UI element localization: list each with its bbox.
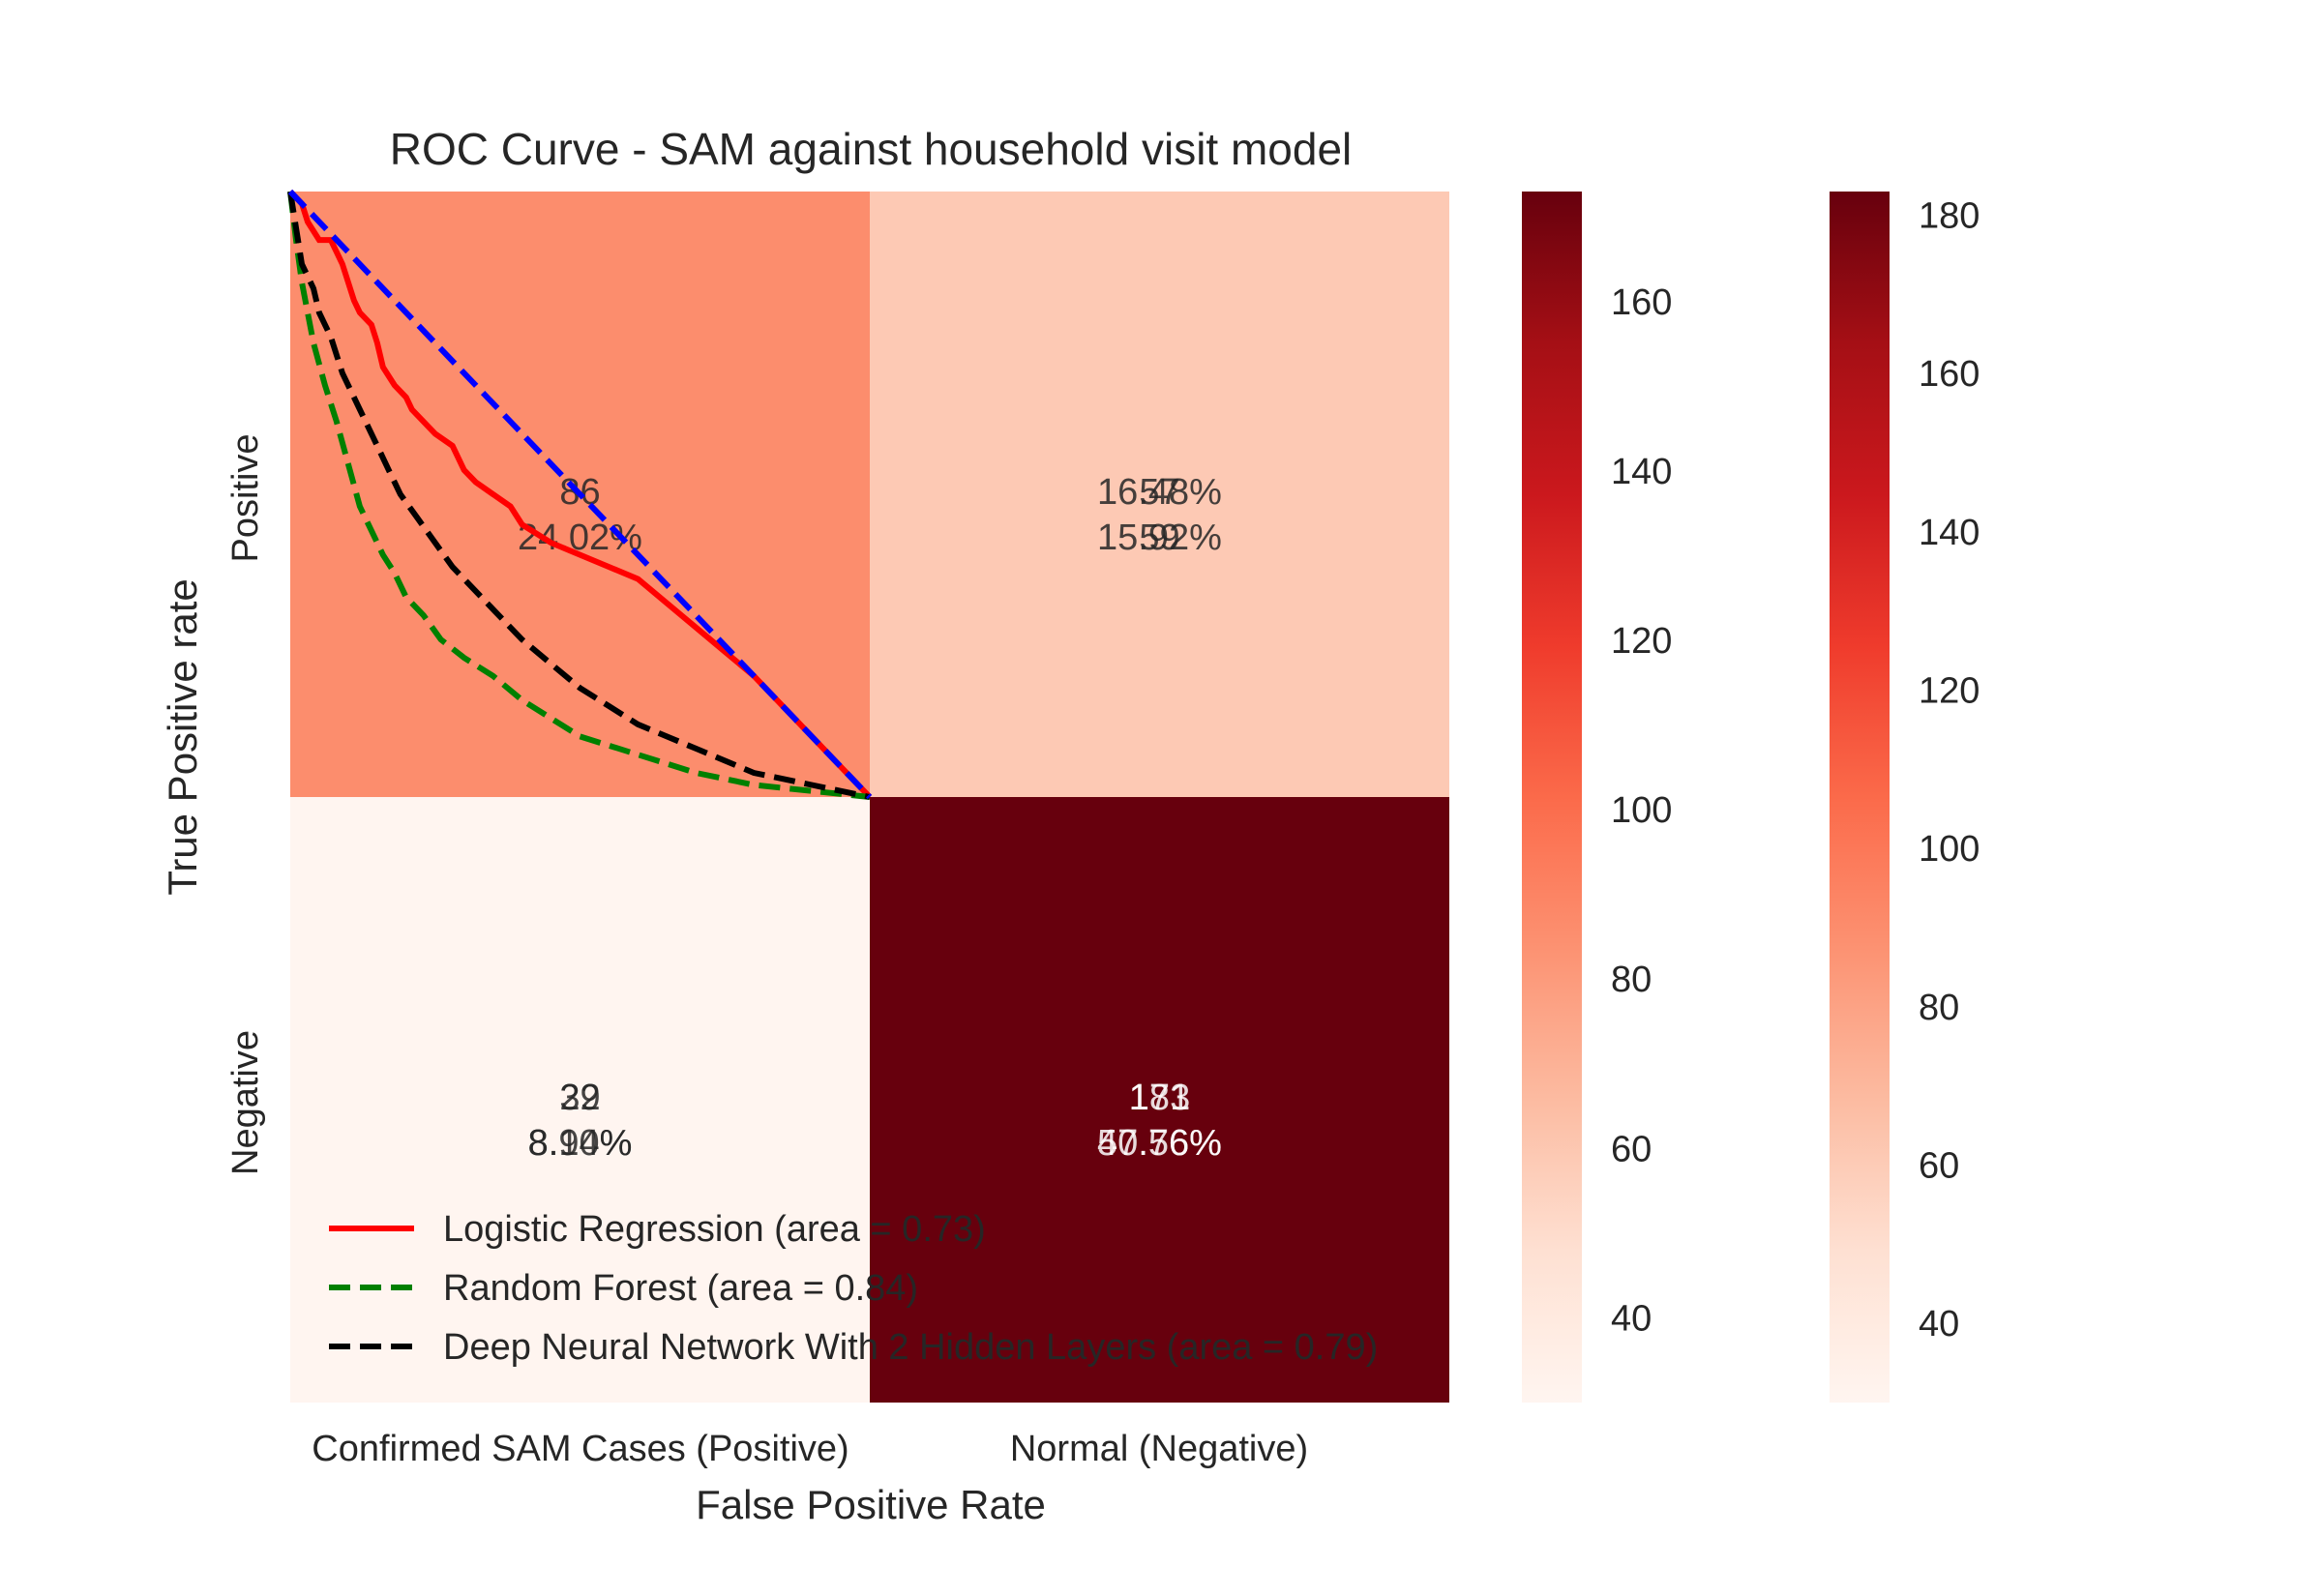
- chance-diagonal: [287, 189, 873, 800]
- colorbar-tick-label: 40: [1919, 1304, 1959, 1345]
- y-tick-label-negative: Negative: [225, 1030, 266, 1175]
- cell-annotation: 50.56%: [1097, 1123, 1222, 1164]
- y-axis-label: True Positive rate: [160, 578, 205, 896]
- colorbar-tick-label: 160: [1919, 354, 1980, 395]
- cell-annotation: 29: [559, 1078, 600, 1118]
- x-tick-label-positive: Confirmed SAM Cases (Positive): [312, 1429, 848, 1469]
- colorbar-tick-label: 140: [1919, 513, 1980, 553]
- colorbar-tick-label: 60: [1611, 1129, 1652, 1169]
- colorbar-tick-label: 160: [1611, 282, 1672, 323]
- roc-curves: [287, 189, 873, 800]
- cell-annotation: 59: [1139, 517, 1179, 558]
- x-tick-label-negative: Normal (Negative): [1010, 1429, 1308, 1469]
- colorbar-tick-label: 120: [1611, 621, 1672, 662]
- y-tick-label-positive: Positive: [225, 433, 266, 562]
- cell-annotation: 8.10%: [528, 1123, 633, 1164]
- colorbar-tick-label: 100: [1611, 790, 1672, 831]
- cell-annotation: 16.48%: [1097, 472, 1222, 513]
- heatmap-cell: [290, 797, 870, 1403]
- cell-annotation: 183: [1129, 1078, 1190, 1118]
- legend-label: Logistic Regression (area = 0.73): [443, 1209, 986, 1250]
- heatmap-cell: [870, 192, 1449, 797]
- colorbar-gradient: [1830, 192, 1890, 1403]
- cell-annotation: 171: [1129, 1078, 1190, 1118]
- cell-annotation: 8.94%: [528, 1123, 633, 1164]
- roc-curve-2: [287, 191, 871, 800]
- colorbar-tick-label: 60: [1919, 1146, 1959, 1187]
- colorbar-tick-label: 40: [1611, 1298, 1652, 1339]
- x-axis-label: False Positive Rate: [696, 1482, 1046, 1527]
- colorbar-tick-label: 180: [1919, 196, 1980, 237]
- chart-title: ROC Curve - SAM against household visit …: [390, 124, 1353, 174]
- cell-annotation: 15.92%: [1097, 517, 1222, 558]
- cell-annotation: 47.76%: [1097, 1123, 1222, 1164]
- colorbar-tick-label: 120: [1919, 671, 1980, 712]
- colorbar-tick-label: 140: [1611, 452, 1672, 492]
- cell-annotation: 57: [1139, 472, 1179, 513]
- colorbar-2: 40 60 80 100 120 140 160 180: [1830, 192, 1980, 1403]
- legend-label: Deep Neural Network With 2 Hidden Layers…: [443, 1327, 1378, 1368]
- heatmap-cell: [870, 797, 1449, 1403]
- colorbar-tick-label: 100: [1919, 829, 1980, 870]
- colorbar-tick-label: 80: [1919, 988, 1959, 1028]
- colorbar-tick-label: 80: [1611, 960, 1652, 1000]
- legend: Logistic Regression (area = 0.73) Random …: [329, 1209, 1378, 1368]
- legend-label: Random Forest (area = 0.84): [443, 1268, 918, 1309]
- colorbar-1: 40 60 80 100 120 140 160: [1522, 192, 1672, 1403]
- roc-curve-0: [287, 189, 873, 800]
- cell-annotation: 32: [559, 1078, 600, 1118]
- heatmap-cells: [290, 192, 1449, 1403]
- colorbar-gradient: [1522, 192, 1582, 1403]
